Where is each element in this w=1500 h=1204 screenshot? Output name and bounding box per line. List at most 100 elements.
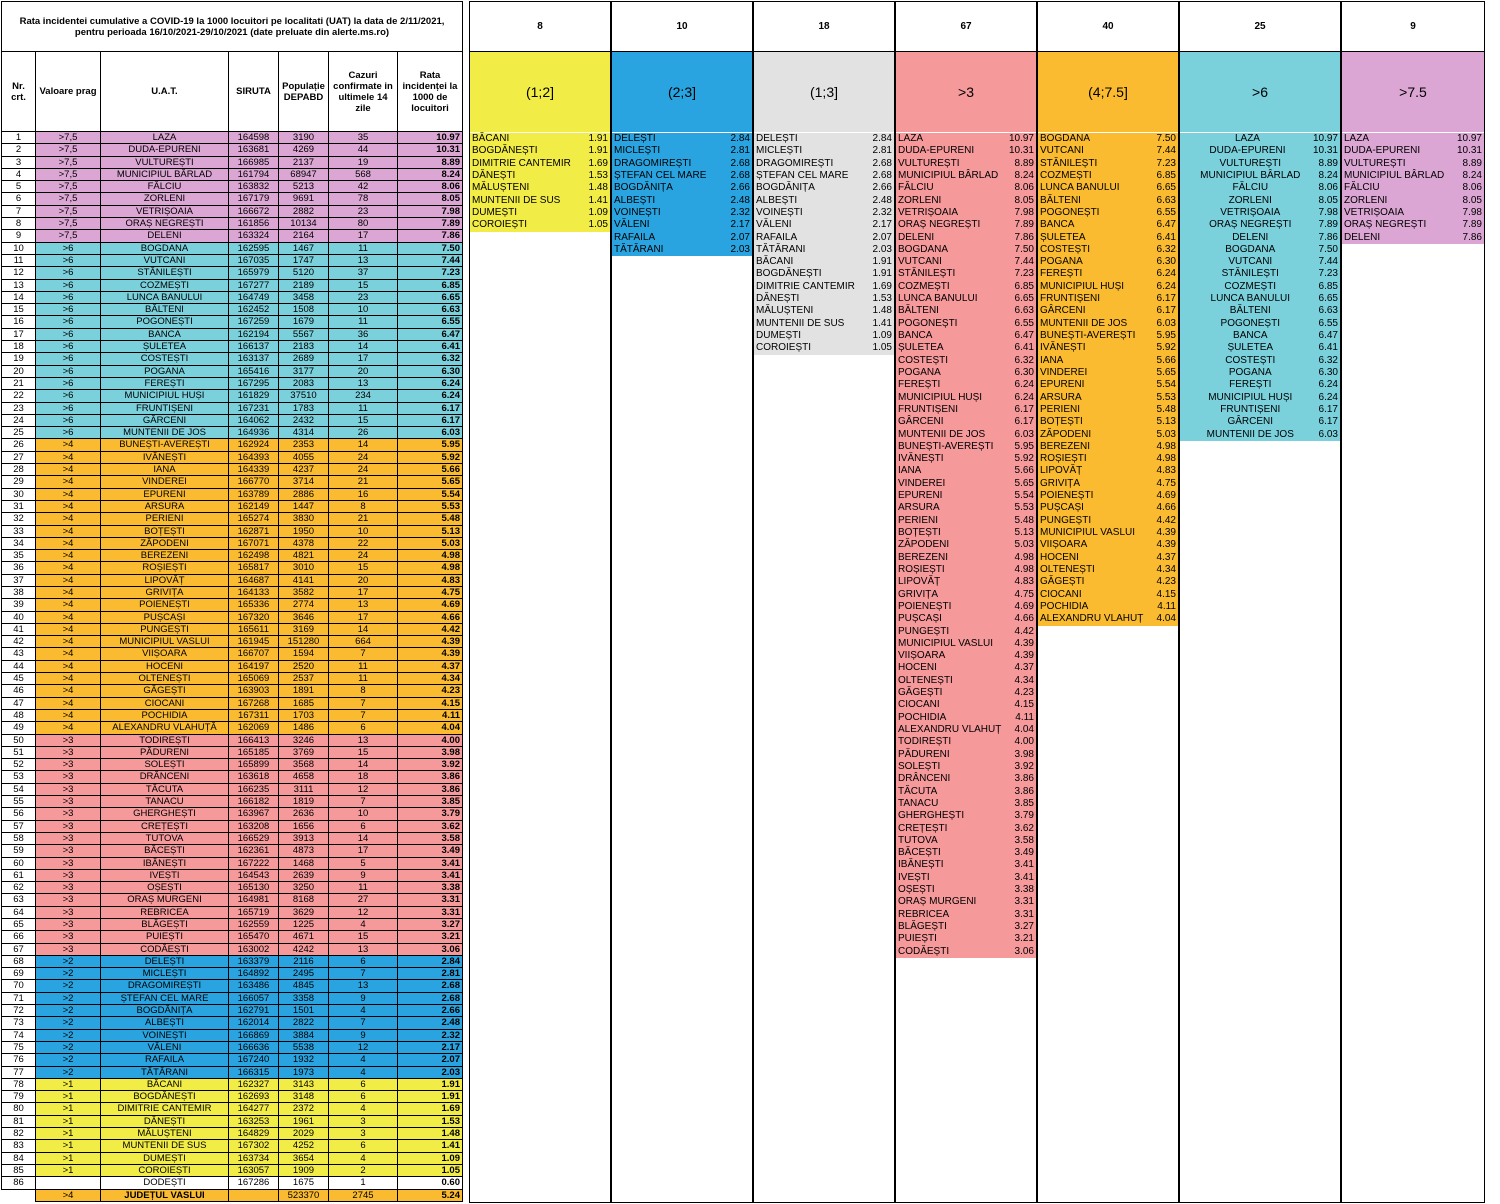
- uat-name-cell: DUMEȘTI: [100, 1151, 229, 1165]
- siruta-cell: 167311: [228, 708, 279, 723]
- list-item-name: OLTENEȘTI: [898, 674, 953, 686]
- list-item: LUNCA BANULUI 6.65: [1180, 293, 1340, 305]
- list-item-name: CIOCANI: [1040, 588, 1082, 600]
- panel-list: LAZA 10.97 DUDA-EPURENI 10.31 VULTUREȘTI 8.89…: [1180, 133, 1340, 441]
- list-item-value: 5.13: [1156, 416, 1176, 428]
- list-item-value: 5.54: [1156, 379, 1176, 391]
- list-item-name: COROIEȘTI: [756, 342, 812, 354]
- list-item-value: 2.03: [730, 243, 750, 255]
- table-row: 78 >1 BĂCANI 162327 3143 6 1.91: [1, 1077, 463, 1092]
- list-item-value: 6.03: [1156, 317, 1176, 329]
- siruta-cell: 163324: [228, 229, 279, 243]
- row-number: 62: [1, 881, 36, 895]
- list-item-value: 4.39: [1014, 637, 1034, 649]
- list-item-name: POGANA: [898, 366, 941, 378]
- panel-list: LAZA 10.97 DUDA-EPURENI 10.31 VULTUREȘTI 8.89…: [896, 133, 1036, 958]
- siruta-cell: 167286: [228, 1176, 279, 1190]
- rate-cell: 3.31: [397, 893, 463, 907]
- list-item-value: 4.11: [1157, 600, 1176, 612]
- list-item-value: 5.53: [1156, 391, 1176, 403]
- table-row: 27 >4 IVĂNEȘTI 164393 4055 24 5.92: [1, 450, 463, 465]
- list-item: ȘTEFAN CEL MARE 2.68: [612, 170, 752, 182]
- list-item: BOGDANA 7.50: [1038, 133, 1178, 145]
- cases-cell: 7: [328, 1016, 398, 1030]
- panel-list: LAZA 10.97 DUDA-EPURENI 10.31 VULTUREȘTI 8.89…: [1342, 133, 1484, 244]
- threshold-cell: >3: [35, 881, 101, 895]
- siruta-cell: 164687: [228, 573, 279, 587]
- uat-name-cell: GHERGHEȘTI: [100, 807, 229, 821]
- list-item-name: DĂNEȘTI: [472, 169, 516, 181]
- panel-count: 40: [1038, 2, 1178, 52]
- list-item-value: 5.95: [1014, 440, 1034, 452]
- list-item-value: 4.00: [1014, 736, 1034, 748]
- list-item: GĂGEȘTI 4.23: [1038, 576, 1178, 588]
- uat-name-cell: LIPOVĂȚ: [100, 573, 229, 587]
- uat-name-cell: VIIȘOARA: [100, 647, 229, 661]
- population-cell: 2636: [278, 807, 329, 821]
- threshold-cell: >7,5: [35, 204, 101, 219]
- threshold-cell: >4: [35, 475, 101, 489]
- rate-cell: 4.75: [397, 585, 463, 600]
- threshold-cell: [35, 1176, 101, 1190]
- panel-count: 9: [1342, 2, 1484, 52]
- population-cell: 1501: [278, 1004, 329, 1018]
- list-item-name: COSTEȘTI: [898, 354, 949, 366]
- uat-name-cell: ȘTEFAN CEL MARE: [100, 991, 229, 1006]
- list-item-value: 10.97: [1456, 133, 1482, 144]
- list-item-name: MUNTENII DE JOS: [1206, 428, 1294, 440]
- list-item: ZORLENI 8.05: [1180, 195, 1340, 207]
- list-item-value: 1.09: [872, 330, 892, 341]
- list-item-name: BUNEȘTI-AVEREȘTI: [1040, 330, 1136, 341]
- list-item: FĂLCIU 8.06: [896, 182, 1036, 194]
- rate-cell: 6.30: [397, 364, 463, 378]
- list-item: MUNICIPIUL BÂRLAD 8.24: [1180, 170, 1340, 182]
- list-item-value: 4.39: [1156, 527, 1176, 538]
- list-item-name: BEREZENI: [1040, 440, 1091, 452]
- threshold-cell: >6: [35, 364, 101, 378]
- list-item-name: VETRIȘOAIA: [898, 206, 959, 218]
- siruta-cell: 163734: [228, 1151, 279, 1165]
- list-item: POCHIDIA 4.11: [1038, 601, 1178, 613]
- list-item-value: 4.11: [1015, 711, 1034, 723]
- list-item: IVĂNEȘTI 5.92: [1038, 342, 1178, 354]
- list-item-name: VETRIȘOAIA: [1220, 206, 1281, 218]
- rate-cell: 3.06: [397, 942, 463, 956]
- cases-cell: 27: [328, 893, 398, 907]
- row-number: 17: [1, 327, 36, 342]
- threshold-cell: >4: [35, 622, 101, 637]
- table-row: 38 >4 GRIVIȚA 164133 3582 17 4.75: [1, 585, 463, 600]
- uat-name-cell: FĂLCIU: [100, 180, 229, 194]
- threshold-cell: >2: [35, 967, 101, 981]
- list-item-name: VOINEȘTI: [756, 206, 803, 218]
- list-item-value: 8.05: [1014, 194, 1034, 206]
- list-item-name: PERIENI: [898, 514, 939, 526]
- row-number: 41: [1, 622, 36, 637]
- population-cell: 1819: [278, 795, 329, 809]
- list-item-value: 3.92: [1014, 760, 1034, 772]
- uat-name-cell: COZMEȘTI: [100, 278, 229, 292]
- list-item-value: 1.53: [872, 293, 892, 305]
- list-item-name: ALBEȘTI: [756, 194, 798, 206]
- list-item-value: 2.32: [730, 206, 750, 218]
- list-item-name: BOGDĂNIȚA: [614, 182, 673, 194]
- table-row: 46 >4 GĂGEȘTI 163903 1891 8 4.23: [1, 684, 463, 698]
- table-row: 41 >4 PUNGEȘTI 165611 3169 14 4.42: [1, 622, 463, 637]
- list-item-name: VETRIȘOAIA: [1344, 206, 1405, 218]
- list-item: ȘULETEA 6.41: [896, 342, 1036, 354]
- list-item-value: 4.34: [1156, 563, 1176, 575]
- rate-cell: 2.17: [397, 1040, 463, 1055]
- cases-cell: 11: [328, 315, 398, 329]
- list-item-value: 7.86: [1462, 231, 1482, 243]
- cases-cell: 14: [328, 831, 398, 846]
- siruta-cell: 165817: [228, 561, 279, 575]
- list-item-value: 8.24: [1014, 169, 1034, 181]
- uat-name-cell: VINDEREI: [100, 475, 229, 489]
- cases-cell: 10: [328, 303, 398, 317]
- list-item-value: 2.84: [730, 133, 750, 144]
- list-item: MUNICIPIUL HUȘI 6.24: [896, 392, 1036, 404]
- uat-name-cell: ALBEȘTI: [100, 1016, 229, 1030]
- list-item-value: 6.17: [1156, 305, 1176, 317]
- rate-cell: 4.83: [397, 573, 463, 587]
- list-item-value: 8.89: [1462, 157, 1482, 169]
- list-item: MUNTENII DE SUS 1.41: [470, 195, 610, 207]
